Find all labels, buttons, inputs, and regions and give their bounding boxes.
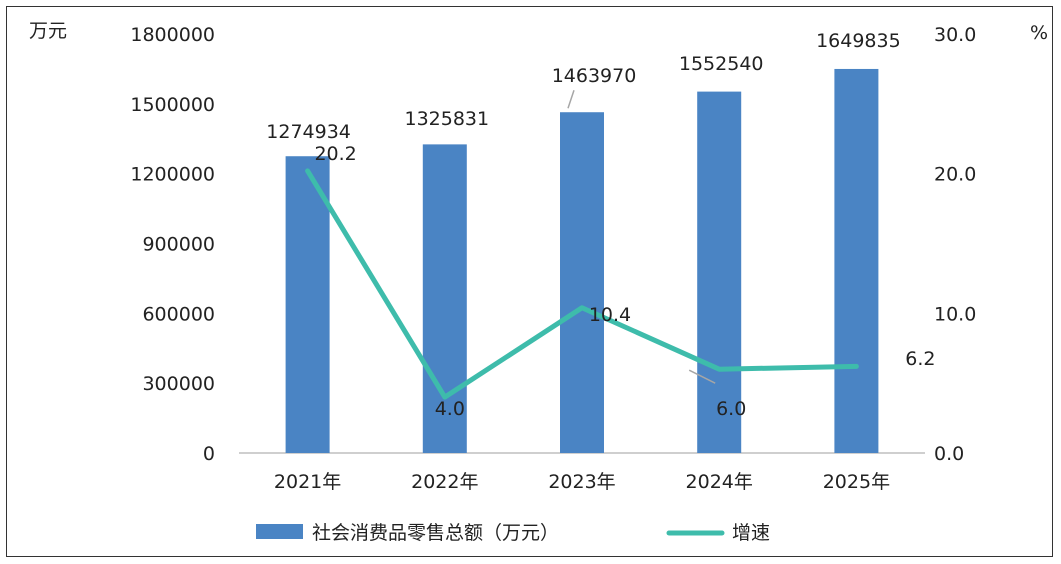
growth-line (305, 168, 859, 400)
bar (285, 156, 330, 453)
left-axis-unit: 万元 (29, 20, 67, 42)
left-tick-label: 1500000 (130, 94, 215, 116)
bar-value-label: 1552540 (679, 53, 764, 75)
bar-value-label: 1649835 (816, 30, 901, 52)
growth-value-label: 6.0 (716, 398, 746, 420)
left-tick-label: 0 (203, 443, 215, 465)
x-tick-label: 2022年 (411, 471, 478, 493)
growth-value-label: 4.0 (435, 398, 465, 420)
growth-value-label: 10.4 (589, 304, 631, 326)
left-axis-ticks: 0 300000 600000 900000 1200000 1500000 1800000 (130, 24, 215, 465)
right-axis-unit: % (1030, 22, 1048, 44)
left-tick-label: 1200000 (130, 164, 215, 186)
bar (697, 91, 742, 454)
leader-line (567, 89, 575, 109)
legend-line-label: 增速 (732, 522, 770, 544)
bar-value-labels: 1274934 1325831 1463970 1552540 1649835 (266, 30, 900, 143)
chart-frame: 万元 % 0 300000 600000 900000 1200000 1500000 18… (6, 6, 1053, 557)
legend-bar-swatch (256, 524, 303, 539)
leader-line (688, 369, 716, 384)
right-axis-ticks: 0.0 10.0 20.0 30.0 (934, 24, 976, 465)
x-tick-label: 2021年 (274, 471, 341, 493)
bar-series (285, 68, 879, 454)
bar (422, 144, 467, 453)
right-tick-label: 30.0 (934, 24, 976, 46)
x-tick-label: 2025年 (823, 471, 890, 493)
x-tick-label: 2023年 (548, 471, 615, 493)
legend: 社会消费品零售总额（万元） 增速 (256, 522, 770, 544)
left-tick-label: 300000 (142, 373, 215, 395)
leader-lines (567, 89, 716, 384)
bar (834, 68, 879, 453)
left-tick-label: 900000 (142, 234, 215, 256)
growth-series (305, 168, 859, 400)
x-axis-labels: 2021年 2022年 2023年 2024年 2025年 (274, 471, 890, 493)
right-tick-label: 20.0 (934, 164, 976, 186)
bar (560, 112, 604, 454)
left-tick-label: 1800000 (130, 24, 215, 46)
bar-value-label: 1463970 (552, 65, 637, 87)
bar-value-label: 1274934 (266, 121, 351, 143)
right-tick-label: 10.0 (934, 303, 976, 325)
chart-canvas: 万元 % 0 300000 600000 900000 1200000 1500000 18… (29, 20, 1048, 544)
growth-value-label: 20.2 (314, 143, 356, 165)
x-tick-label: 2024年 (686, 471, 753, 493)
right-tick-label: 0.0 (934, 443, 964, 465)
left-tick-label: 600000 (142, 303, 215, 325)
growth-value-label: 6.2 (905, 348, 935, 370)
growth-value-labels: 20.2 4.0 10.4 6.0 6.2 (314, 143, 935, 420)
legend-bar-label: 社会消费品零售总额（万元） (312, 522, 559, 544)
bar-value-label: 1325831 (404, 108, 489, 130)
